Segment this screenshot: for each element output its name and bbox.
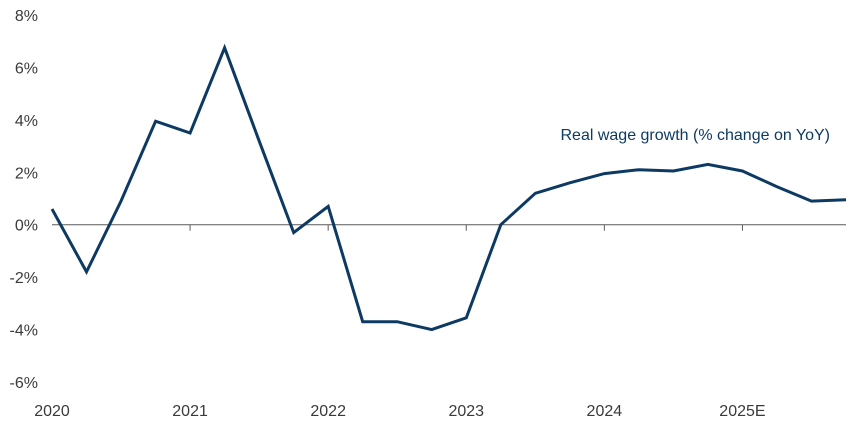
x-tick-label: 2021: [172, 403, 208, 420]
x-tick-label: 2022: [310, 403, 346, 420]
data-point: [120, 200, 123, 203]
y-tick-label: 8%: [15, 8, 38, 25]
data-point: [189, 131, 192, 134]
y-tick-label: -2%: [10, 270, 38, 287]
data-point: [810, 200, 813, 203]
data-point: [603, 172, 606, 175]
x-tick-label: 2023: [448, 403, 484, 420]
y-tick-label: 0%: [15, 218, 38, 235]
x-tick-label: 2020: [34, 403, 70, 420]
y-tick-label: 2%: [15, 165, 38, 182]
data-point: [465, 316, 468, 319]
y-tick-label: 4%: [15, 113, 38, 130]
y-tick-label: -6%: [10, 375, 38, 392]
data-point: [361, 320, 364, 323]
data-point: [499, 223, 502, 226]
x-tick-label: 2025E: [719, 403, 765, 420]
data-point: [292, 231, 295, 234]
data-point: [85, 270, 88, 273]
series-label: Real wage growth (% change on YoY): [560, 127, 830, 144]
data-point: [534, 192, 537, 195]
series-line: [50, 43, 847, 332]
x-tick-label: 2024: [587, 403, 623, 420]
data-point: [258, 139, 261, 142]
data-point: [223, 46, 226, 49]
data-point: [637, 168, 640, 171]
data-point: [568, 181, 571, 184]
data-point: [396, 320, 399, 323]
y-tick-label: 6%: [15, 60, 38, 77]
data-point: [154, 120, 157, 123]
data-point: [775, 185, 778, 188]
data-point: [430, 328, 433, 331]
data-point: [672, 169, 675, 172]
data-point: [741, 169, 744, 172]
data-point: [51, 207, 54, 210]
y-tick-label: -4%: [10, 323, 38, 340]
data-point: [845, 198, 848, 201]
data-point: [706, 163, 709, 166]
data-point: [327, 205, 330, 208]
